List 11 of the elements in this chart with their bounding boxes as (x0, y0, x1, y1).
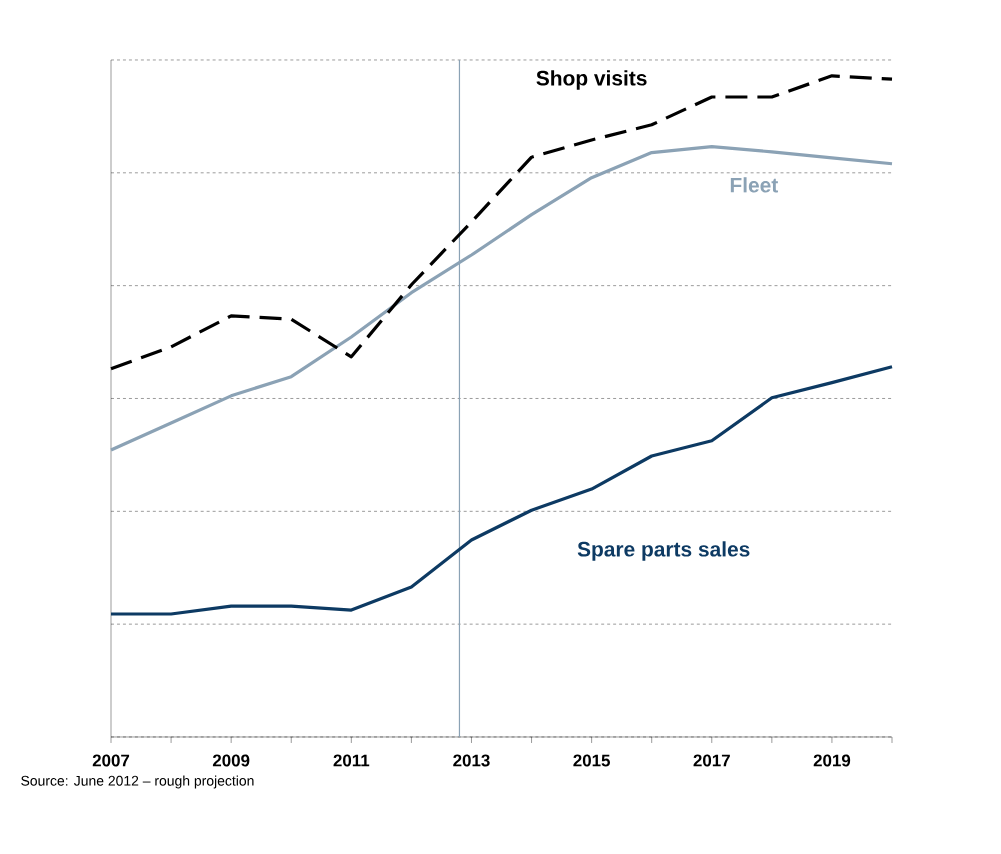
x-tick-label: 2013 (453, 754, 490, 767)
text: Spare parts sales (577, 541, 750, 561)
x-tick-label: 2009 (212, 754, 250, 767)
x-tick-label: 2017 (693, 754, 730, 767)
x-tick-label: 2011 (333, 754, 370, 767)
series-label: Fleet (730, 177, 779, 193)
x-tick-label: 2019 (813, 754, 851, 767)
series-label: Shop visits (536, 70, 647, 90)
source-note: Source: June 2012 – rough projection (21, 775, 254, 789)
x-tick-label: 2007 (92, 754, 130, 767)
x-tick-label: 2015 (573, 754, 610, 767)
